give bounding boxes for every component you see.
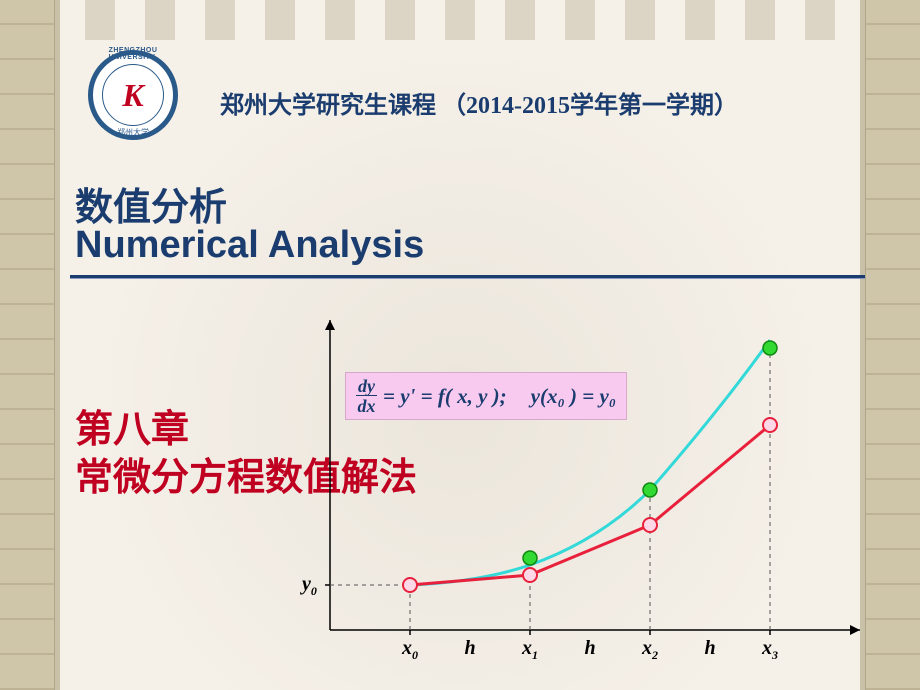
svg-text:h: h	[584, 637, 595, 659]
svg-text:x2: x2	[641, 637, 658, 662]
logo-mark: K	[102, 64, 164, 126]
ode-euler-chart: x0 x1 x2 x3 h h h dy dx = y' = f( x, y ); y(x₀…	[300, 310, 875, 670]
course-title-en: Numerical Analysis	[75, 224, 424, 267]
svg-text:x3: x3	[761, 637, 778, 662]
course-info: 郑州大学研究生课程 （2014-2015学年第一学期）	[220, 85, 738, 120]
svg-text:h: h	[704, 637, 715, 659]
chart-svg: x0 x1 x2 x3 h h h	[300, 310, 875, 670]
title-underline	[70, 275, 865, 279]
formula-body: = y' = f( x, y );	[383, 384, 507, 409]
decorative-top-pattern	[55, 0, 865, 40]
formula-initial-condition: y(x₀ ) = y₀	[531, 384, 617, 409]
svg-text:h: h	[464, 637, 475, 659]
ode-formula: dy dx = y' = f( x, y ); y(x₀ ) = y₀	[345, 372, 627, 420]
svg-text:x1: x1	[521, 637, 538, 662]
logo-text-cn: 郑州大学	[117, 127, 149, 138]
university-logo: ZHENGZHOU UNIVERSITY K 郑州大学	[88, 50, 178, 140]
decorative-border-left	[0, 0, 55, 690]
chapter-number: 第八章	[75, 398, 189, 453]
frac-denominator: dx	[358, 396, 376, 415]
svg-text:x0: x0	[401, 637, 418, 662]
logo-text-en: ZHENGZHOU UNIVERSITY	[109, 47, 158, 61]
frac-numerator: dy	[356, 377, 377, 396]
course-title-cn: 数值分析	[75, 176, 227, 231]
y-axis-label-y0: y0	[302, 573, 317, 599]
